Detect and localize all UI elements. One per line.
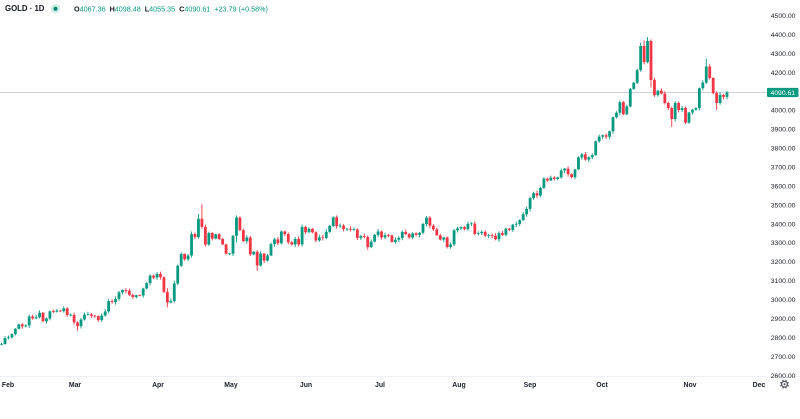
- svg-text:Jun: Jun: [300, 382, 312, 389]
- svg-text:Nov: Nov: [683, 382, 696, 389]
- svg-text:Jul: Jul: [375, 382, 385, 389]
- svg-text:3200.00: 3200.00: [771, 259, 796, 266]
- svg-text:4090.61: 4090.61: [771, 90, 796, 97]
- svg-text:2700.00: 2700.00: [771, 354, 796, 361]
- svg-text:Apr: Apr: [152, 382, 164, 389]
- svg-text:Sep: Sep: [524, 382, 537, 389]
- svg-text:2900.00: 2900.00: [771, 316, 796, 323]
- svg-text:May: May: [224, 382, 238, 389]
- svg-text:3600.00: 3600.00: [771, 183, 796, 190]
- svg-text:4000.00: 4000.00: [771, 108, 796, 115]
- svg-text:3100.00: 3100.00: [771, 278, 796, 285]
- svg-text:3000.00: 3000.00: [771, 297, 796, 304]
- svg-text:3300.00: 3300.00: [771, 240, 796, 247]
- svg-text:3500.00: 3500.00: [771, 202, 796, 209]
- svg-text:4200.00: 4200.00: [771, 70, 796, 77]
- svg-text:2600.00: 2600.00: [771, 373, 796, 380]
- svg-text:3400.00: 3400.00: [771, 221, 796, 228]
- svg-text:3700.00: 3700.00: [771, 165, 796, 172]
- svg-text:Oct: Oct: [596, 382, 608, 389]
- svg-text:3900.00: 3900.00: [771, 127, 796, 134]
- svg-text:Dec: Dec: [753, 382, 766, 389]
- svg-text:3800.00: 3800.00: [771, 146, 796, 153]
- svg-text:Mar: Mar: [69, 382, 82, 389]
- svg-text:4300.00: 4300.00: [771, 51, 796, 58]
- svg-text:Aug: Aug: [452, 382, 465, 389]
- svg-text:Feb: Feb: [2, 382, 14, 389]
- svg-text:4400.00: 4400.00: [771, 32, 796, 39]
- svg-text:4500.00: 4500.00: [771, 13, 796, 20]
- svg-text:GOLD · 1D: GOLD · 1D: [5, 4, 45, 13]
- svg-text:2800.00: 2800.00: [771, 335, 796, 342]
